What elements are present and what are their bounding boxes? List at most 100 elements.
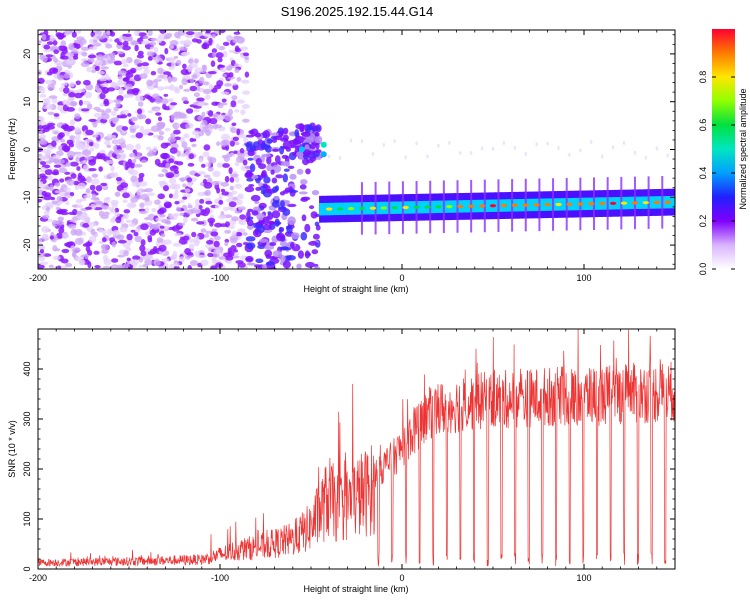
heatmap-noise-blob [196, 39, 202, 44]
heatmap-carrier-core [595, 197, 598, 210]
heatmap-noise-blob [178, 113, 187, 119]
heatmap-noise-blob [76, 166, 81, 171]
heatmap-noise-blob [100, 66, 109, 70]
heatmap-noise-blob [204, 33, 212, 38]
heatmap-noise-blob [56, 159, 65, 165]
heatmap-noise-blob [57, 216, 65, 221]
heatmap-noise-blob [152, 146, 158, 153]
heatmap-noise-blob [229, 140, 235, 147]
heatmap-noise-blob [168, 57, 175, 63]
heatmap-noise-blob [83, 194, 92, 199]
heatmap-noise-blob [134, 155, 142, 160]
heatmap-noise-blob [236, 99, 245, 104]
heatmap-noise-blob [47, 122, 56, 126]
heatmap-noise-blob [117, 79, 126, 86]
heatmap-noise-blob [238, 206, 243, 211]
heatmap-carrier-core [561, 198, 564, 211]
heatmap-noise-blob [234, 63, 239, 67]
heatmap-noise-blob [224, 241, 229, 247]
heatmap-cluster-blob [244, 186, 255, 193]
heatmap-noise-blob [197, 171, 206, 175]
heatmap-noise-blob [38, 181, 44, 186]
heatmap-noise-blob [201, 163, 206, 168]
heatmap-noise-blob [235, 231, 243, 237]
heatmap-noise-blob [127, 113, 132, 117]
heatmap-noise-blob [56, 196, 63, 202]
heatmap-carrier-peak [446, 205, 453, 209]
heatmap-noise-blob [171, 225, 181, 232]
heatmap-noise-blob [101, 112, 110, 120]
heatmap-noise-blob [75, 153, 84, 158]
heatmap-noise-blob [123, 83, 133, 90]
heatmap-cluster-blob [245, 236, 256, 242]
heatmap-noise-blob [117, 76, 124, 80]
heatmap-noise-blob [147, 251, 155, 255]
heatmap-noise-blob [230, 127, 238, 134]
heatmap-noise-blob [170, 76, 178, 82]
heatmap-carrier-core [475, 199, 478, 213]
colorbar-tick-label: 0.4 [698, 167, 708, 180]
heatmap-noise-blob [132, 255, 141, 260]
heatmap-carrier-peak [599, 201, 606, 206]
heatmap-noise-blob [234, 68, 240, 73]
heatmap-noise-blob [211, 228, 218, 232]
heatmap-noise-blob [87, 249, 93, 256]
heatmap-carrier-core [563, 198, 566, 211]
heatmap-noise-blob [205, 243, 214, 249]
heatmap-noise-blob [167, 136, 176, 143]
heatmap-noise-blob [185, 31, 195, 36]
heatmap-carrier-spike [388, 181, 391, 235]
heatmap-cells [38, 30, 675, 269]
heatmap-noise-blob [70, 173, 77, 179]
heatmap-noise-blob [103, 211, 110, 216]
heatmap-noise-blob [121, 58, 128, 65]
heatmap-noise-blob [110, 111, 117, 116]
heatmap-noise-blob [93, 142, 100, 149]
heatmap-carrier-core [604, 197, 607, 210]
heatmap-noise-blob [139, 210, 147, 214]
heatmap-carrier-spike [442, 180, 445, 234]
heatmap-cluster-blob [273, 135, 283, 141]
heatmap-noise-blob [114, 207, 120, 213]
heatmap-carrier-core [486, 199, 489, 213]
heatmap-cluster-blob [272, 250, 282, 258]
heatmap-noise-blob [174, 136, 181, 141]
heatmap-noise-blob [220, 188, 226, 193]
heatmap-noise-blob [115, 216, 122, 224]
heatmap-cluster-blob [308, 241, 318, 246]
heatmap-cluster-blob [284, 187, 290, 193]
heatmap-noise-blob [145, 118, 152, 125]
heatmap-noise-blob [182, 183, 187, 188]
heatmap-noise-blob [95, 84, 100, 91]
heatmap-noise-blob [207, 252, 214, 258]
heatmap-noise-blob [149, 41, 157, 46]
heatmap-cluster-blob [305, 168, 311, 175]
heatmap-cluster-blob [303, 149, 311, 157]
heatmap-noise-blob [82, 164, 89, 172]
heatmap-cluster-blob [275, 185, 279, 192]
heatmap-noise-blob [51, 97, 58, 104]
heatmap-carrier-core [670, 195, 673, 209]
heatmap-cluster-blob [294, 129, 300, 138]
heatmap-noise-blob [51, 140, 57, 147]
heatmap-noise-blob [181, 51, 191, 56]
heatmap-noise-blob [231, 95, 238, 101]
heatmap-noise-blob [244, 71, 250, 78]
heatmap-noise-blob [147, 235, 153, 241]
heatmap-carrier-core [390, 201, 393, 214]
heatmap-noise-blob [228, 225, 235, 230]
heatmap-noise-blob [74, 127, 82, 133]
heatmap-cluster-blob [301, 214, 307, 222]
heatmap-noise-blob [91, 69, 96, 73]
heatmap-cluster-blob [258, 182, 263, 188]
heatmap-noise-blob [119, 114, 128, 119]
heatmap-noise-blob [174, 88, 181, 94]
heatmap-noise-blob [173, 213, 181, 217]
heatmap-noise-blob [211, 33, 216, 39]
heatmap-noise-blob [122, 77, 129, 82]
heatmap-noise-blob [187, 58, 194, 64]
heatmap-noise-blob [76, 143, 86, 150]
heatmap-carrier-core [617, 197, 620, 210]
heatmap-noise-blob [138, 176, 144, 183]
